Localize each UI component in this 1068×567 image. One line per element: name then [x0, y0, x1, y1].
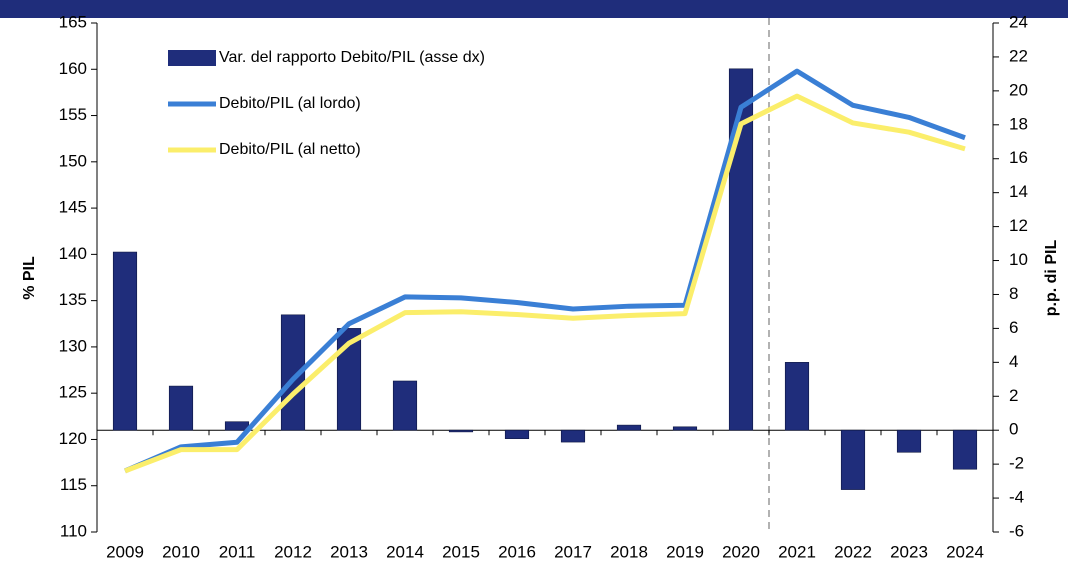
- bar: [448, 429, 474, 433]
- y2-tick-label: 20: [1009, 80, 1028, 99]
- y2-tick-label: -4: [1009, 488, 1024, 507]
- y2-tick-label: 0: [1009, 420, 1018, 439]
- y2-tick-label: 24: [1009, 12, 1028, 31]
- x-tick-label: 2022: [834, 542, 872, 561]
- x-tick-label: 2021: [778, 542, 816, 561]
- y2-tick-label: -2: [1009, 454, 1024, 473]
- y2-tick-label: 4: [1009, 352, 1018, 371]
- legend-swatch: [168, 50, 216, 66]
- y-tick-label: 135: [59, 290, 87, 309]
- y2-tick-label: 6: [1009, 318, 1018, 337]
- line-series: [124, 93, 966, 474]
- y-tick-label: 160: [59, 59, 87, 78]
- x-tick-label: 2019: [666, 542, 704, 561]
- x-tick-label: 2012: [274, 542, 312, 561]
- y-tick-label: 155: [59, 105, 87, 124]
- bar: [336, 328, 362, 431]
- y2-tick-label: 18: [1009, 114, 1028, 133]
- y2-tick-label: 10: [1009, 250, 1028, 269]
- y-tick-label: 120: [59, 429, 87, 448]
- header-band: [0, 0, 1068, 18]
- x-tick-label: 2024: [946, 542, 984, 561]
- y2-tick-label: 2: [1009, 386, 1018, 405]
- y-tick-label: 130: [59, 336, 87, 355]
- x-tick-label: 2015: [442, 542, 480, 561]
- y2-axis-title: p.p. di PIL: [1043, 240, 1060, 317]
- legend-label: Debito/PIL (al lordo): [219, 95, 361, 112]
- x-tick-label: 2018: [610, 542, 648, 561]
- x-tick-label: 2011: [219, 542, 256, 561]
- bar: [952, 429, 978, 470]
- y2-tick-label: -6: [1009, 521, 1024, 540]
- bar: [784, 362, 810, 431]
- y-tick-label: 125: [59, 383, 87, 402]
- bar: [168, 385, 194, 431]
- legend-label: Var. del rapporto Debito/PIL (asse dx): [219, 49, 485, 66]
- y2-tick-label: 8: [1009, 284, 1018, 303]
- y-tick-label: 145: [59, 198, 87, 217]
- y2-tick-label: 14: [1009, 182, 1028, 201]
- y2-tick-label: 12: [1009, 216, 1028, 235]
- bar: [728, 68, 754, 431]
- x-tick-label: 2013: [330, 542, 368, 561]
- bar: [112, 251, 138, 431]
- y-tick-label: 165: [59, 12, 87, 31]
- x-tick-label: 2010: [162, 542, 200, 561]
- x-tick-label: 2023: [890, 542, 928, 561]
- line-series: [124, 68, 966, 474]
- x-tick-label: 2020: [722, 542, 760, 561]
- y2-tick-label: 22: [1009, 46, 1028, 65]
- bar: [896, 429, 922, 453]
- legend-label: Debito/PIL (al netto): [219, 141, 361, 158]
- bar: [560, 429, 586, 443]
- x-tick-label: 2017: [554, 542, 592, 561]
- y-tick-label: 150: [59, 151, 87, 170]
- x-tick-label: 2009: [106, 542, 144, 561]
- bar: [224, 421, 250, 431]
- bar: [840, 429, 866, 490]
- x-tick-label: 2014: [386, 542, 424, 561]
- y2-tick-label: 16: [1009, 148, 1028, 167]
- bar: [504, 429, 530, 439]
- x-tick-label: 2016: [498, 542, 536, 561]
- y-tick-label: 115: [60, 475, 87, 494]
- bar: [672, 426, 698, 431]
- y-tick-label: 110: [60, 521, 87, 540]
- y-axis-title: % PIL: [21, 256, 38, 300]
- y-tick-label: 140: [59, 244, 87, 263]
- bar: [392, 380, 418, 431]
- bar: [616, 424, 642, 431]
